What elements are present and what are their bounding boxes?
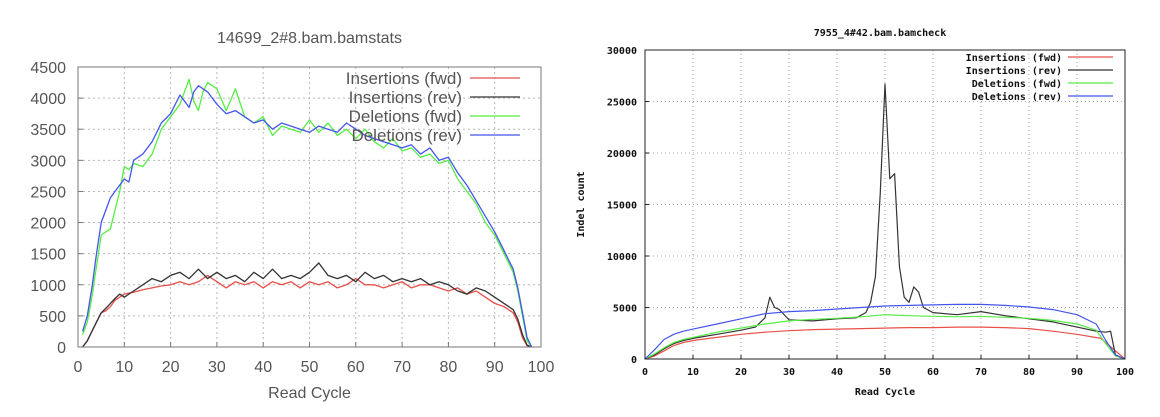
y-tick-label: 10000 [607,252,637,263]
y-tick-label: 0 [631,355,637,366]
series-line-2 [644,314,1126,360]
x-tick-label: 70 [975,367,987,378]
x-tick-label: 0 [642,367,648,378]
y-tick-label: 5000 [613,304,637,315]
series-line-0 [82,274,532,348]
y-tick-label: 25000 [607,98,637,109]
legend-label: Deletions (rev) [972,91,1062,103]
x-tick-label: 30 [783,367,795,378]
chart-right: 0 10 20 30 40 50 60 70 80 90 100 0 5000 10000 15000 200… [560,0,1160,412]
x-tick-label: 60 [347,359,365,376]
series-line-2 [81,78,533,348]
y-tick-label: 3000 [30,153,66,170]
x-tick-label: 90 [486,359,504,376]
x-tick-label: 50 [301,359,319,376]
legend-label: Deletions (fwd) [972,78,1062,90]
chart-title: 7955_4#42.bam.bamcheck [814,28,946,39]
x-tick-label: 100 [1116,367,1134,378]
legend-label: Insertions (rev) [349,88,462,107]
chart-left-svg: 0 10 20 30 40 50 60 70 80 90 100050010001500200025… [30,30,555,402]
series-line-0 [644,326,1126,360]
x-tick-label: 90 [1071,367,1083,378]
y-axis-label: Indel count [576,171,587,237]
y-tick-label: 4000 [30,91,66,108]
legend-label: Deletions (rev) [351,126,462,145]
x-axis-label: Read Cycle [268,385,351,402]
y-tick-label: 500 [39,309,66,326]
series-line-3 [81,85,533,348]
y-tick-label: 0 [57,340,66,357]
legend-label: Insertions (fwd) [966,52,1062,64]
x-tick-label: 0 [74,359,83,376]
x-tick-label: 100 [528,359,555,376]
chart-title: 14699_2#8.bam.bamstats [217,30,402,47]
series-line-1 [644,83,1126,360]
chart-left: 0 10 20 30 40 50 60 70 80 90 100 0 500 1000 1500 2000 25… [0,0,560,412]
x-tick-label: 30 [208,359,226,376]
series-line-1 [82,262,532,348]
x-tick-label: 20 [735,367,747,378]
x-tick-label: 70 [393,359,411,376]
x-tick-label: 40 [831,367,843,378]
y-tick-label: 3500 [30,122,66,139]
x-tick-label: 40 [254,359,272,376]
x-tick-label: 80 [440,359,458,376]
y-tick-label: 4500 [30,60,66,77]
y-tick-label: 30000 [607,46,637,57]
x-tick-label: 20 [162,359,180,376]
y-tick-label: 1000 [30,278,66,295]
x-tick-label: 10 [687,367,699,378]
legend-label: Deletions (fwd) [349,107,462,126]
y-tick-label: 2500 [30,184,66,201]
x-axis-label: Read Cycle [855,387,915,398]
series-line-3 [644,303,1126,360]
y-tick-label: 20000 [607,149,637,160]
x-tick-label: 80 [1023,367,1035,378]
x-tick-label: 10 [115,359,133,376]
x-tick-label: 60 [927,367,939,378]
legend-label: Insertions (rev) [966,65,1062,77]
y-tick-label: 1500 [30,247,66,264]
legend-label: Insertions (fwd) [346,69,462,88]
x-tick-label: 50 [879,367,891,378]
y-tick-label: 2000 [30,216,66,233]
y-tick-label: 15000 [607,201,637,212]
chart-right-svg: 0 10 20 30 40 50 60 70 80 90 100 0 5000 10000 15000 200… [576,28,1134,398]
